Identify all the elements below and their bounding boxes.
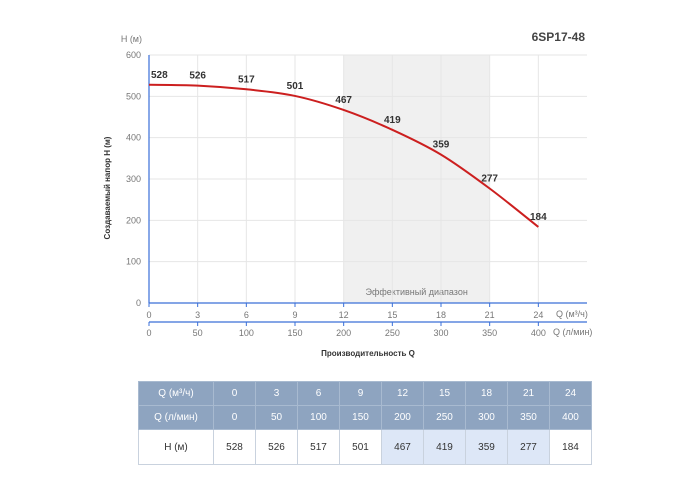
x-axis-unit-lmin: Q (л/мин) — [553, 327, 592, 337]
data-label: 501 — [287, 81, 304, 92]
table-cell: 501 — [339, 429, 382, 465]
data-label: 419 — [384, 115, 401, 126]
y-tick-label: 100 — [126, 257, 141, 267]
table-cell: 0 — [213, 381, 256, 406]
table-row-label: H (м) — [138, 429, 214, 465]
table-row: Q (л/мин) 0 50 100 150 200 250 300 350 400 — [138, 405, 592, 430]
x-axis-unit-m3h: Q (м³/ч) — [556, 309, 588, 319]
x-tick-label-lmin: 150 — [287, 328, 302, 338]
table-cell: 517 — [297, 429, 340, 465]
x-tick-label-m3h: 21 — [485, 310, 495, 320]
table-cell: 9 — [339, 381, 382, 406]
table-cell: 526 — [255, 429, 298, 465]
head-curve-line — [148, 83, 539, 228]
table-cell: 0 — [213, 405, 256, 430]
x-tick-label-m3h: 15 — [387, 310, 397, 320]
effective-range-label: Эффективный диапазон — [366, 287, 468, 297]
table-row-label: Q (м³/ч) — [138, 381, 214, 406]
table-cell: 528 — [213, 429, 256, 465]
x-tick-label-lmin: 0 — [146, 328, 151, 338]
table-cell: 3 — [255, 381, 298, 406]
y-axis-title: Создаваемый напор H (м) — [103, 136, 112, 239]
data-label: 528 — [151, 70, 168, 81]
y-tick-label: 500 — [126, 91, 141, 101]
x-tick-label-lmin: 250 — [385, 328, 400, 338]
y-tick-label: 300 — [126, 174, 141, 184]
table-cell: 467 — [381, 429, 424, 465]
performance-table: Q (м³/ч) 0 3 6 9 12 15 18 21 24 Q (л/мин) 0 50 100 150… — [138, 381, 592, 465]
y-tick-label: 400 — [126, 133, 141, 143]
table-cell: 24 — [549, 381, 592, 406]
x-tick-label-m3h: 6 — [244, 310, 249, 320]
table-cell: 150 — [339, 405, 382, 430]
table-cell: 200 — [381, 405, 424, 430]
table-row: H (м) 528 526 517 501 467 419 359 277 184 — [138, 429, 592, 465]
table-cell: 300 — [465, 405, 508, 430]
table-cell: 250 — [423, 405, 466, 430]
table-cell: 12 — [381, 381, 424, 406]
table-cell: 419 — [423, 429, 466, 465]
table-cell: 18 — [465, 381, 508, 406]
table-cell: 21 — [507, 381, 550, 406]
table-cell: 359 — [465, 429, 508, 465]
table-cell: 6 — [297, 381, 340, 406]
data-label: 184 — [530, 212, 547, 223]
x-tick-label-m3h: 0 — [146, 310, 151, 320]
table-cell: 184 — [549, 429, 592, 465]
x-axis-title: Производительность Q — [321, 349, 415, 358]
x-tick-label-lmin: 200 — [336, 328, 351, 338]
x-tick-label-m3h: 24 — [533, 310, 543, 320]
y-tick-label: 600 — [126, 50, 141, 60]
data-label: 277 — [481, 174, 498, 185]
x-tick-label-m3h: 3 — [195, 310, 200, 320]
table-cell: 350 — [507, 405, 550, 430]
table-cell: 100 — [297, 405, 340, 430]
data-label: 517 — [238, 74, 255, 85]
table-cell: 277 — [507, 429, 550, 465]
y-tick-label: 200 — [126, 215, 141, 225]
model-title: 6SP17-48 — [532, 30, 586, 44]
x-tick-label-m3h: 12 — [339, 310, 349, 320]
pump-performance-chart: 6SP17-48 H (м) Создаваемый напор H (м) Q… — [103, 30, 592, 358]
x-tick-label-lmin: 400 — [531, 328, 546, 338]
y-tick-label: 0 — [136, 298, 141, 308]
x-tick-label-lmin: 100 — [239, 328, 254, 338]
x-tick-label-lmin: 300 — [433, 328, 448, 338]
x-tick-label-m3h: 18 — [436, 310, 446, 320]
x-tick-label-lmin: 50 — [193, 328, 203, 338]
table-row-label: Q (л/мин) — [138, 405, 214, 430]
x-tick-label-m3h: 9 — [292, 310, 297, 320]
x-tick-label-lmin: 350 — [482, 328, 497, 338]
table-cell: 15 — [423, 381, 466, 406]
table-row: Q (м³/ч) 0 3 6 9 12 15 18 21 24 — [138, 381, 592, 406]
data-label: 467 — [335, 95, 352, 106]
data-label: 359 — [433, 140, 450, 151]
y-axis-unit: H (м) — [121, 34, 142, 44]
data-label: 526 — [189, 71, 206, 82]
table-cell: 50 — [255, 405, 298, 430]
table-cell: 400 — [549, 405, 592, 430]
